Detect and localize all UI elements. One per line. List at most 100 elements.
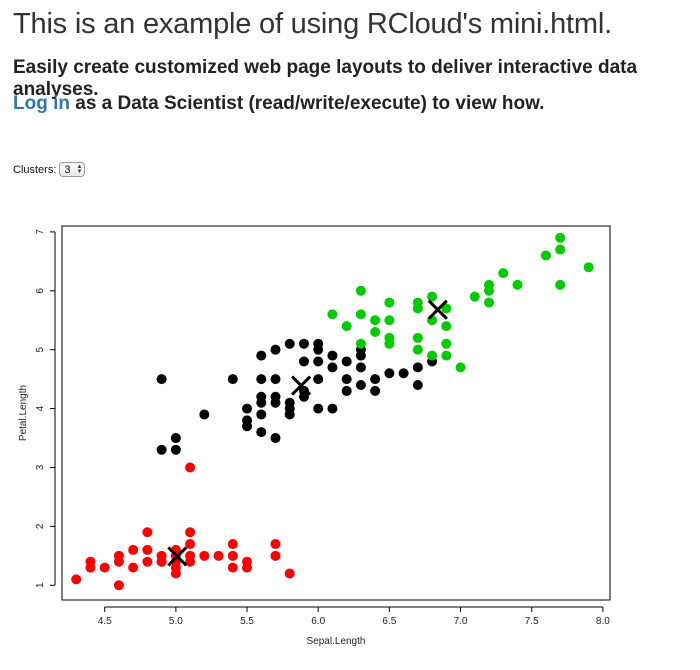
x-tick-label: 6.0 <box>311 616 325 627</box>
data-point <box>327 309 338 320</box>
data-point <box>256 409 267 420</box>
data-point <box>156 374 167 385</box>
data-point <box>512 279 523 290</box>
data-point <box>284 568 295 579</box>
data-point <box>555 244 566 255</box>
data-point <box>441 350 452 361</box>
data-point <box>555 232 566 243</box>
data-point <box>99 562 110 573</box>
scatter-plot: 4.5 5.0 5.5 6.0 6.5 7.0 7.5 8.0 Sepal.Length 1 2 3 4… <box>18 225 611 647</box>
data-point <box>284 338 295 349</box>
page-subtitle: Easily create customized web page layout… <box>13 57 638 100</box>
y-tick-label: 3 <box>35 464 46 470</box>
data-point <box>270 374 281 385</box>
x-tick-label: 5.0 <box>169 616 183 627</box>
data-point <box>170 444 181 455</box>
login-line-text: as a Data Scientist (read/write/execute)… <box>69 93 545 114</box>
data-point <box>170 433 181 444</box>
data-point <box>199 409 210 420</box>
data-point <box>313 356 324 367</box>
data-point <box>384 338 395 349</box>
data-point <box>128 544 139 555</box>
x-tick-label: 7.5 <box>525 616 539 627</box>
clusters-select[interactable]: 3 ▲ ▼ <box>59 162 86 177</box>
data-point <box>270 539 281 550</box>
data-point <box>113 580 124 591</box>
data-point <box>185 539 196 550</box>
data-point <box>142 527 153 538</box>
data-point <box>242 421 253 432</box>
page-title: This is an example of using RCloud's min… <box>13 8 612 40</box>
data-point <box>113 556 124 567</box>
data-point <box>412 380 423 391</box>
data-point <box>256 350 267 361</box>
data-point <box>341 385 352 396</box>
data-point <box>156 444 167 455</box>
data-point <box>128 562 139 573</box>
data-point <box>327 350 338 361</box>
data-point <box>298 338 309 349</box>
y-tick-label: 4 <box>35 405 46 411</box>
data-point <box>270 433 281 444</box>
data-point <box>455 362 466 373</box>
data-point <box>412 362 423 373</box>
data-point <box>71 574 82 585</box>
y-axis-label: Petal.Length <box>18 385 29 441</box>
login-link[interactable]: Log in <box>13 93 70 114</box>
y-tick-label: 5 <box>35 346 46 352</box>
data-point <box>412 303 423 314</box>
cluster-center-mark <box>291 375 312 396</box>
data-point <box>355 362 366 373</box>
data-point <box>341 321 352 332</box>
data-point <box>327 403 338 414</box>
cluster-center-mark <box>427 299 448 320</box>
y-tick-label: 2 <box>35 523 46 529</box>
data-point <box>355 338 366 349</box>
data-point <box>227 550 238 561</box>
x-tick-label: 7.0 <box>454 616 468 627</box>
data-point <box>142 544 153 555</box>
clusters-select-value: 3 <box>64 163 71 176</box>
data-point <box>313 374 324 385</box>
data-point <box>484 285 495 296</box>
data-point <box>313 403 324 414</box>
cluster-center-mark <box>167 546 188 567</box>
data-point <box>398 368 409 379</box>
data-point <box>441 303 452 314</box>
data-point <box>441 338 452 349</box>
data-point <box>256 397 267 408</box>
data-point <box>227 374 238 385</box>
plot-frame <box>61 225 611 601</box>
data-point <box>313 344 324 355</box>
login-line: Log in as a Data Scientist (read/write/e… <box>13 93 544 115</box>
data-point <box>412 344 423 355</box>
data-point <box>341 374 352 385</box>
data-point <box>355 285 366 296</box>
clusters-control: Clusters: 3 ▲ ▼ <box>13 162 86 177</box>
data-point <box>427 291 438 302</box>
y-tick-label: 7 <box>35 229 46 235</box>
data-point <box>156 556 167 567</box>
x-tick-label: 4.5 <box>98 616 112 627</box>
data-point <box>327 362 338 373</box>
data-point <box>270 550 281 561</box>
data-point <box>370 327 381 338</box>
data-point <box>213 550 224 561</box>
data-point <box>384 368 395 379</box>
data-point <box>199 550 210 561</box>
data-point <box>355 380 366 391</box>
data-point <box>242 403 253 414</box>
data-point <box>469 291 480 302</box>
data-point <box>284 409 295 420</box>
data-point <box>583 262 594 273</box>
data-point <box>242 562 253 573</box>
data-point <box>256 374 267 385</box>
data-point <box>270 397 281 408</box>
data-point <box>540 250 551 261</box>
data-point <box>555 279 566 290</box>
data-point <box>256 427 267 438</box>
data-point <box>355 350 366 361</box>
data-point <box>370 374 381 385</box>
x-axis-label: Sepal.Length <box>307 636 366 647</box>
clusters-label: Clusters: <box>13 163 57 176</box>
